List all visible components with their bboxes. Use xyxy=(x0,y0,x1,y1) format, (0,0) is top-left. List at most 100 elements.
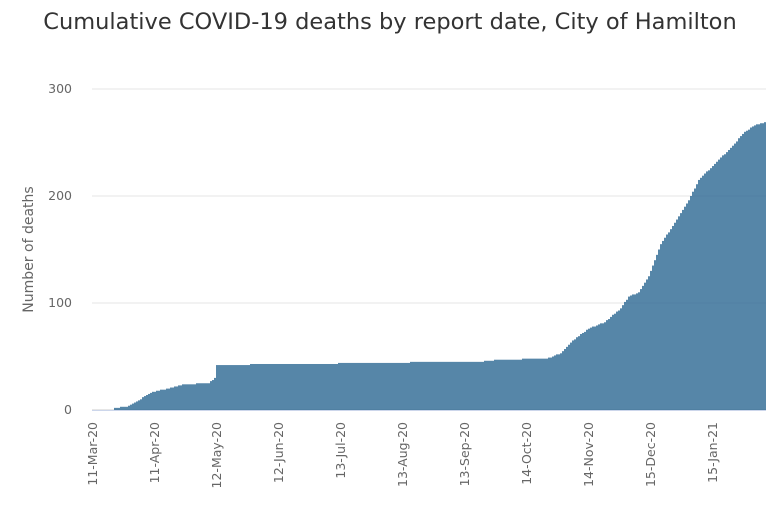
bar xyxy=(510,359,512,410)
bar xyxy=(718,159,720,410)
bar xyxy=(448,361,450,410)
bar xyxy=(424,361,426,410)
bar xyxy=(304,363,306,410)
bar xyxy=(540,358,542,410)
bar xyxy=(420,361,422,410)
bar xyxy=(312,363,314,410)
bar xyxy=(296,363,298,410)
bar xyxy=(266,363,268,410)
bar xyxy=(692,191,694,410)
x-tick-label: 13-Jul-20 xyxy=(333,422,348,479)
bar xyxy=(728,149,730,411)
bar xyxy=(550,357,552,410)
bar xyxy=(650,270,652,410)
bar xyxy=(316,363,318,410)
bar xyxy=(456,361,458,410)
bar xyxy=(764,122,766,411)
bar xyxy=(492,360,494,410)
bar xyxy=(352,362,354,410)
bar xyxy=(720,157,722,410)
bar xyxy=(428,361,430,410)
y-tick-label: 0 xyxy=(64,402,72,417)
bar xyxy=(382,362,384,410)
bar xyxy=(222,365,224,410)
bar xyxy=(698,179,700,410)
bar xyxy=(154,391,156,410)
bar xyxy=(632,294,634,410)
bar xyxy=(702,175,704,410)
bar xyxy=(414,361,416,410)
bar xyxy=(714,163,716,410)
bar xyxy=(264,363,266,410)
bar xyxy=(148,393,150,410)
bar xyxy=(600,323,602,410)
bar xyxy=(512,359,514,410)
bar xyxy=(358,362,360,410)
bar xyxy=(754,125,756,410)
bar xyxy=(566,346,568,410)
bar xyxy=(630,295,632,410)
x-tick-label: 12-May-20 xyxy=(209,422,224,489)
bar xyxy=(246,365,248,410)
bar xyxy=(640,289,642,410)
bar xyxy=(280,363,282,410)
bar xyxy=(370,362,372,410)
bar xyxy=(286,363,288,410)
bar xyxy=(390,362,392,410)
bar xyxy=(756,124,758,410)
bar xyxy=(380,362,382,410)
chart-title: Cumulative COVID-19 deaths by report dat… xyxy=(43,9,737,35)
y-tick-label: 200 xyxy=(48,188,72,203)
bar xyxy=(748,129,750,410)
bar-series xyxy=(114,122,766,411)
bar xyxy=(230,365,232,410)
bar xyxy=(688,200,690,410)
bar xyxy=(360,362,362,410)
bar xyxy=(592,326,594,410)
bar xyxy=(406,362,408,410)
bar xyxy=(460,361,462,410)
bar xyxy=(466,361,468,410)
bar xyxy=(156,390,158,410)
bar xyxy=(524,358,526,410)
bar xyxy=(236,365,238,410)
bar xyxy=(490,360,492,410)
bar xyxy=(568,344,570,410)
bar xyxy=(332,363,334,410)
bar xyxy=(588,328,590,410)
x-tick-label: 14-Nov-20 xyxy=(581,422,596,487)
bar xyxy=(442,361,444,410)
bar xyxy=(238,365,240,410)
bar xyxy=(452,361,454,410)
bar xyxy=(268,363,270,410)
bar xyxy=(208,383,210,410)
bar xyxy=(660,244,662,410)
bar xyxy=(158,390,160,410)
bar xyxy=(374,362,376,410)
bar xyxy=(710,168,712,410)
bar xyxy=(752,126,754,410)
bar xyxy=(732,145,734,410)
bar xyxy=(126,406,128,410)
bar xyxy=(494,359,496,410)
bar xyxy=(538,358,540,410)
bar xyxy=(626,299,628,410)
bar xyxy=(480,361,482,410)
bar xyxy=(498,359,500,410)
bar xyxy=(708,170,710,410)
bar xyxy=(658,249,660,410)
bar xyxy=(224,365,226,410)
bar xyxy=(628,296,630,410)
bar xyxy=(294,363,296,410)
bar xyxy=(606,320,608,410)
bar xyxy=(362,362,364,410)
bar xyxy=(282,363,284,410)
bar xyxy=(526,358,528,410)
bar xyxy=(608,319,610,410)
x-tick-label: 13-Aug-20 xyxy=(395,422,410,487)
x-tick-label: 14-Oct-20 xyxy=(519,422,534,485)
bar xyxy=(290,363,292,410)
bar xyxy=(288,363,290,410)
bar xyxy=(426,361,428,410)
bar xyxy=(672,225,674,410)
